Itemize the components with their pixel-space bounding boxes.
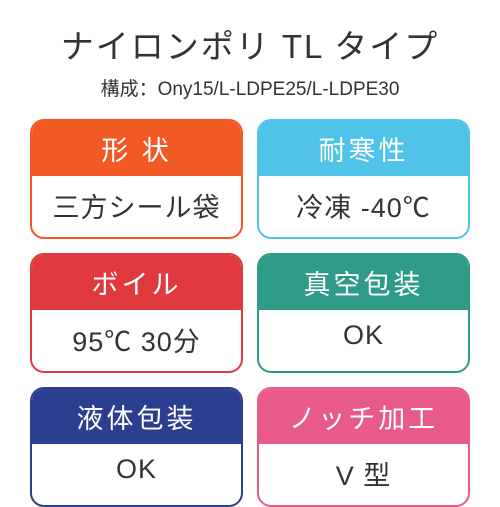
- spec-value: 95℃ 30分: [32, 310, 241, 371]
- spec-value: OK: [32, 444, 241, 497]
- spec-header: 形 状: [32, 121, 241, 176]
- spec-card-liquid: 液体包装 OK: [30, 387, 243, 507]
- spec-header: ボイル: [32, 255, 241, 310]
- spec-card-notch: ノッチ加工 V 型: [257, 387, 470, 507]
- spec-value: 三方シール袋: [32, 176, 241, 237]
- spec-header: 真空包装: [259, 255, 468, 310]
- spec-card-vacuum: 真空包装 OK: [257, 253, 470, 373]
- spec-grid: 形 状 三方シール袋 耐寒性 冷凍 -40℃ ボイル 95℃ 30分 真空包装 …: [30, 119, 470, 507]
- spec-header: 液体包装: [32, 389, 241, 444]
- spec-value: OK: [259, 310, 468, 363]
- page-title: ナイロンポリ TL タイプ: [61, 20, 440, 68]
- composition-subtitle: 構成：Ony15/L-LDPE25/L-LDPE30: [101, 74, 400, 101]
- spec-header: ノッチ加工: [259, 389, 468, 444]
- spec-value: V 型: [259, 444, 468, 505]
- spec-card-boil: ボイル 95℃ 30分: [30, 253, 243, 373]
- spec-card-shape: 形 状 三方シール袋: [30, 119, 243, 239]
- spec-card-cold: 耐寒性 冷凍 -40℃: [257, 119, 470, 239]
- spec-value: 冷凍 -40℃: [259, 176, 468, 237]
- spec-header: 耐寒性: [259, 121, 468, 176]
